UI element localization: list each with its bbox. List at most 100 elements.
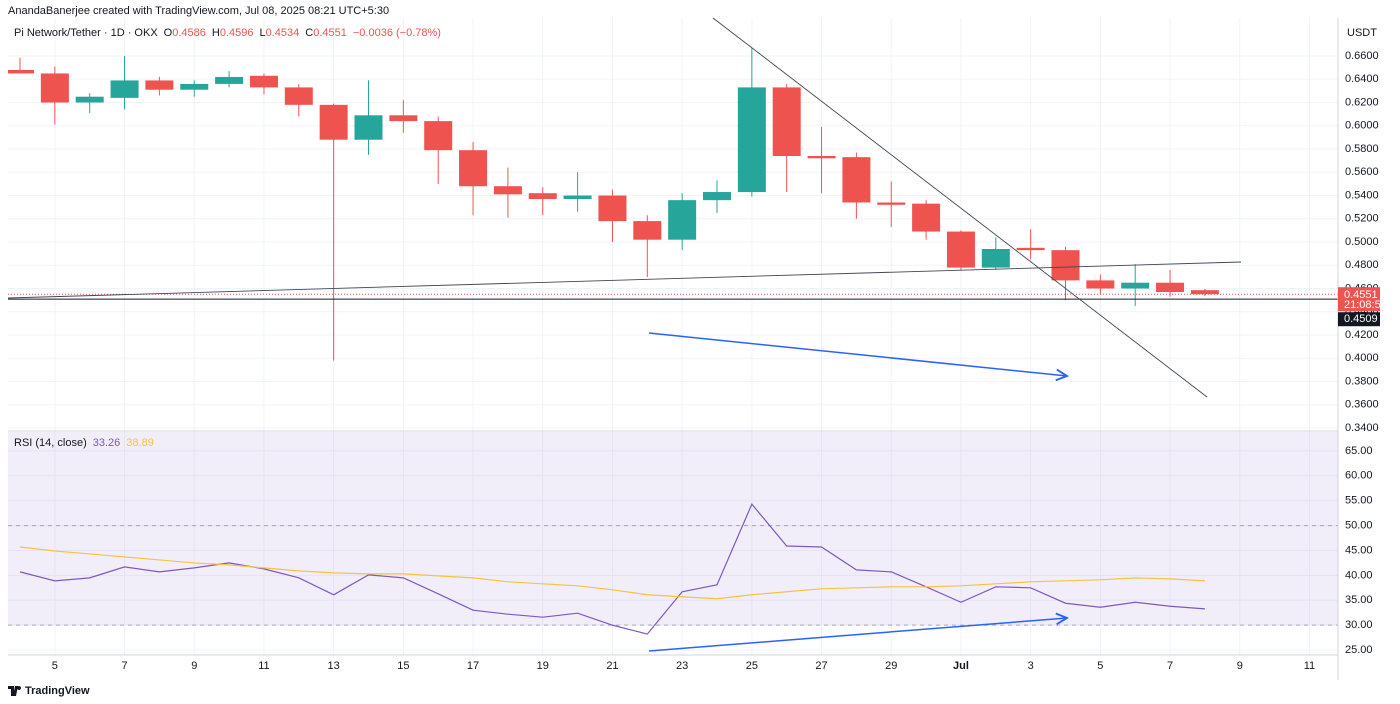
candle-body — [807, 155, 836, 159]
y-tick-label: 0.3800 — [1345, 375, 1379, 387]
y-tick-label: 0.6000 — [1345, 120, 1379, 132]
hline-price-label: 0.4509 — [1344, 313, 1378, 325]
y-tick-label: 0.6200 — [1345, 96, 1379, 108]
candle-body — [354, 115, 383, 140]
rsi-tick-label: 55.00 — [1345, 495, 1373, 507]
candle-body — [180, 83, 209, 90]
candle-body — [424, 121, 453, 151]
legend-item: L — [259, 27, 265, 39]
legend-item: O — [164, 27, 173, 39]
x-tick-label: 15 — [397, 660, 409, 672]
y-tick-label: 0.6600 — [1345, 50, 1379, 62]
rsi-tick-label: 65.00 — [1345, 445, 1373, 457]
candle-body — [598, 195, 627, 222]
rsi-tick-label: 35.00 — [1345, 594, 1373, 606]
candle-body — [319, 104, 348, 140]
rsi-line — [19, 546, 1205, 600]
last-price-label: 0.4551 — [1344, 289, 1378, 301]
rsi-band-layer — [8, 432, 1338, 626]
candle-body — [528, 193, 557, 200]
y-tick-label: 0.4800 — [1345, 259, 1379, 271]
candle-body — [842, 157, 871, 203]
y-tick-label: 0.5800 — [1345, 143, 1379, 155]
x-tick-label: 5 — [52, 660, 58, 672]
axis-layer: 5 7 9 11 13 15 17 19 21 23 25 27 29 Jul 3 5 7 9 11 0.3400 0.… — [52, 50, 1387, 672]
candle-body — [981, 248, 1010, 268]
candle-body — [249, 75, 278, 88]
x-tick-label: 23 — [676, 660, 688, 672]
support-trendline — [8, 261, 1242, 299]
legend-item: 0.4586 — [172, 27, 206, 39]
candle-body — [1121, 282, 1150, 289]
legend-item: Pi Network/Tether · 1D · OKX — [14, 27, 158, 39]
candle-body — [877, 202, 906, 205]
brand: TradingView — [8, 685, 90, 697]
x-tick-label: 7 — [121, 660, 127, 672]
drawings — [8, 18, 1242, 398]
candle-body — [1086, 280, 1115, 289]
brand-logo — [8, 686, 22, 696]
rsi-band — [8, 432, 1338, 626]
y-tick-label: 0.4200 — [1345, 329, 1379, 341]
y-tick-label: 0.5400 — [1345, 189, 1379, 201]
symbol-legend: Pi Network/Tether · 1D · OKX O0.4586 H0.45… — [14, 27, 441, 39]
candle-body — [912, 203, 941, 232]
hline-price-box — [1338, 312, 1380, 327]
price-layer — [8, 47, 1338, 361]
x-tick-label: 5 — [1097, 660, 1103, 672]
x-tick-label: 25 — [746, 660, 758, 672]
rsi-legend: RSI (14, close) 33.26 38.89 — [14, 437, 154, 449]
candle-body — [1051, 250, 1080, 281]
y-tick-label: 0.3600 — [1345, 399, 1379, 411]
x-tick-label: Jul — [953, 660, 969, 672]
rsi-tick-label: 40.00 — [1345, 569, 1373, 581]
candle-body — [633, 221, 662, 240]
y-tick-label: 0.4000 — [1345, 352, 1379, 364]
x-tick-label: 13 — [328, 660, 340, 672]
legend-item: 0.4596 — [220, 27, 254, 39]
x-tick-label: 29 — [885, 660, 897, 672]
x-tick-label: 11 — [1304, 660, 1315, 672]
candle-body — [737, 87, 766, 193]
candle-body — [145, 80, 174, 90]
rsi-tick-label: 30.00 — [1345, 619, 1373, 631]
legend-item: 38.89 — [126, 437, 154, 449]
descending-trendline — [712, 18, 1208, 398]
legend-item: C — [305, 27, 313, 39]
candle-body — [40, 73, 69, 103]
candle-body — [8, 69, 34, 74]
rsi-tick-label: 50.00 — [1345, 519, 1373, 531]
candle-body — [215, 76, 244, 84]
rsi-arrow — [648, 618, 1067, 652]
candle-body — [563, 195, 592, 200]
rsi-tick-label: 25.00 — [1345, 644, 1373, 656]
x-tick-label: 9 — [191, 660, 197, 672]
x-tick-label: 3 — [1028, 660, 1034, 672]
legend-item: RSI (14, close) — [14, 437, 87, 449]
y-tick-label: 0.5000 — [1345, 236, 1379, 248]
legend-item: H — [212, 27, 220, 39]
candle-body — [1156, 282, 1185, 293]
x-tick-label: 21 — [606, 660, 618, 672]
unit-label: USDT — [1347, 27, 1377, 39]
candle-body — [703, 192, 731, 201]
candle-body — [284, 87, 313, 105]
candle-body — [1016, 247, 1045, 251]
last-price-box — [1338, 287, 1380, 312]
x-tick-label: 19 — [537, 660, 549, 672]
candle-body — [772, 87, 801, 156]
legend-item: 0.4551 — [313, 27, 347, 39]
countdown-label: 21:08:53 — [1344, 299, 1387, 311]
rsi-tick-label: 45.00 — [1345, 544, 1373, 556]
y-tick-label: 0.6400 — [1345, 73, 1379, 85]
candle-body — [493, 186, 522, 195]
x-tick-label: 11 — [258, 660, 269, 672]
credit: AnandaBanerjee created with TradingView.… — [8, 5, 389, 17]
legend-item: −0.0036 (−0.78%) — [353, 27, 441, 39]
legend-item: 0.4534 — [266, 27, 300, 39]
candle-body — [110, 80, 139, 98]
rsi-tick-label: 60.00 — [1345, 470, 1373, 482]
x-tick-label: 17 — [467, 660, 479, 672]
x-tick-label: 7 — [1167, 660, 1173, 672]
